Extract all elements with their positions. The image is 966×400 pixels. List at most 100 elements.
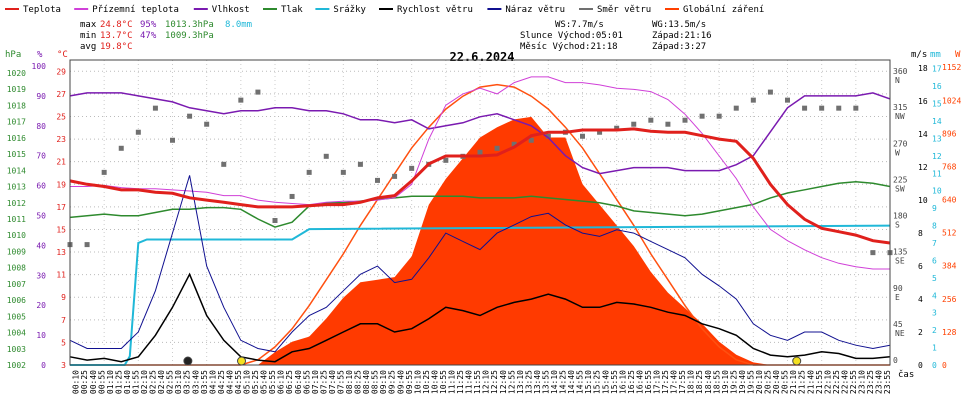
wind-direction-point [665,121,671,127]
x-tick: 08:55 [371,370,380,394]
wind-direction-point [340,169,346,175]
x-tick: 20:10 [755,370,764,394]
x-tick: 08:10 [345,370,354,394]
wind-direction-point [494,145,500,151]
x-tick: 18:10 [687,370,696,394]
x-tick: 02:55 [166,370,175,394]
ms-tick: 4 [918,295,923,304]
x-tick: 07:25 [319,370,328,394]
x-tick: 12:40 [499,370,508,394]
wind-direction-point [289,193,295,199]
legend-label: Srážky [333,5,366,15]
x-tick: 17:10 [653,370,662,394]
mm-tick: 8 [932,222,937,231]
wind-direction-point [152,105,158,111]
pct-tick: 50 [36,211,46,220]
info-block: WS:7.7m/s WG:13.5m/s Slunce Východ:05:01… [520,20,712,52]
mm-unit: mm [930,50,941,60]
x-tick: 19:10 [721,370,730,394]
pct-tick: 20 [36,301,46,310]
wind-direction-point [802,105,808,111]
chart-title: 22.6.2024 [449,50,514,64]
legend: Teplota Přízemní teplota Vlhkost Tlak Srážky… [5,5,764,15]
x-tick: 03:25 [183,370,192,394]
direction-tick-label: N [895,76,900,85]
x-tick: 20:25 [764,370,773,394]
ground-temperature-line [70,76,890,270]
info-sun: Slunce Východ:05:01 [520,31,623,41]
mm-tick: 16 [932,82,942,91]
pct-tick: 40 [36,241,46,250]
x-tick: 12:25 [490,370,499,394]
stat-min-press: 1009.3hPa [165,31,214,41]
wind-direction-point [580,133,585,139]
w-tick: 768 [942,162,957,171]
x-tick: 21:25 [798,370,807,394]
degc-tick: 7 [61,316,66,325]
degc-tick: 19 [56,180,66,189]
wind-direction-point [306,169,312,175]
x-tick: 01:25 [114,370,123,394]
x-tick: 10:10 [413,370,422,394]
x-tick: 22:10 [823,370,832,394]
direction-tick: 270 [893,139,908,148]
axes: 1002100310041005100610071008100910101011… [7,59,961,394]
ms-tick: 12 [918,163,928,172]
wind-direction-point [357,161,363,167]
hpa-tick: 1004 [7,329,26,338]
wind-direction-point [836,105,842,111]
mm-tick: 4 [932,291,937,300]
legend-item: Globální záření [665,5,764,15]
mm-tick: 5 [932,274,937,283]
x-tick: 15:25 [593,370,602,394]
wind-direction-point [511,141,517,147]
x-tick: 08:40 [362,370,371,394]
degc-tick: 5 [61,338,66,347]
x-tick: 22:55 [849,370,858,394]
x-tick: 09:55 [405,370,414,394]
x-tick: 05:10 [243,370,252,394]
ms-tick: 8 [918,229,923,238]
w-unit: W [955,50,961,60]
hpa-tick: 1002 [7,361,26,370]
wind-direction-point [614,125,620,131]
ms-tick: 10 [918,196,928,205]
x-tick: 05:55 [268,370,277,394]
x-tick: 14:25 [559,370,568,394]
pct-tick: 80 [36,122,46,131]
x-tick: 14:10 [550,370,559,394]
x-tick: 16:10 [618,370,627,394]
ms-unit: m/s [911,50,927,60]
mm-tick: 12 [932,152,942,161]
hpa-tick: 1015 [7,150,26,159]
x-tick: 05:40 [260,370,269,394]
wind-direction-point [443,157,449,163]
info-sun-set: Západ:21:16 [652,31,712,41]
temperature-line [69,127,891,245]
info-ws: WS:7.7m/s [555,20,604,30]
hpa-tick: 1018 [7,101,26,110]
x-tick: 20:55 [781,370,790,394]
x-tick: 15:40 [601,370,610,394]
mm-tick: 13 [932,134,942,143]
pct-tick: 10 [36,331,46,340]
sun-marker [237,356,247,366]
wind-direction-point [648,117,654,123]
x-tick: 21:55 [815,370,824,394]
pct-tick: 0 [41,361,46,370]
direction-tick: 360 [893,67,908,76]
x-tick: 00:40 [89,370,98,394]
legend-label: Vlhkost [212,5,250,15]
info-moon: Měsíc Východ:21:18 [520,42,618,52]
axis-unit-labels: hPa % °C m/s mm W čas [5,50,961,380]
hpa-tick: 1019 [7,85,26,94]
x-tick: 23:25 [866,370,875,394]
degc-tick: 27 [56,90,66,99]
stat-max-hum: 95% [140,20,157,30]
legend-label: Rychlost větru [397,5,473,15]
legend-label: Teplota [23,5,61,15]
legend-item: Srážky [315,5,366,15]
degc-tick: 17 [56,203,66,212]
wind-direction-point [135,129,141,135]
legend-label: Tlak [281,5,303,15]
